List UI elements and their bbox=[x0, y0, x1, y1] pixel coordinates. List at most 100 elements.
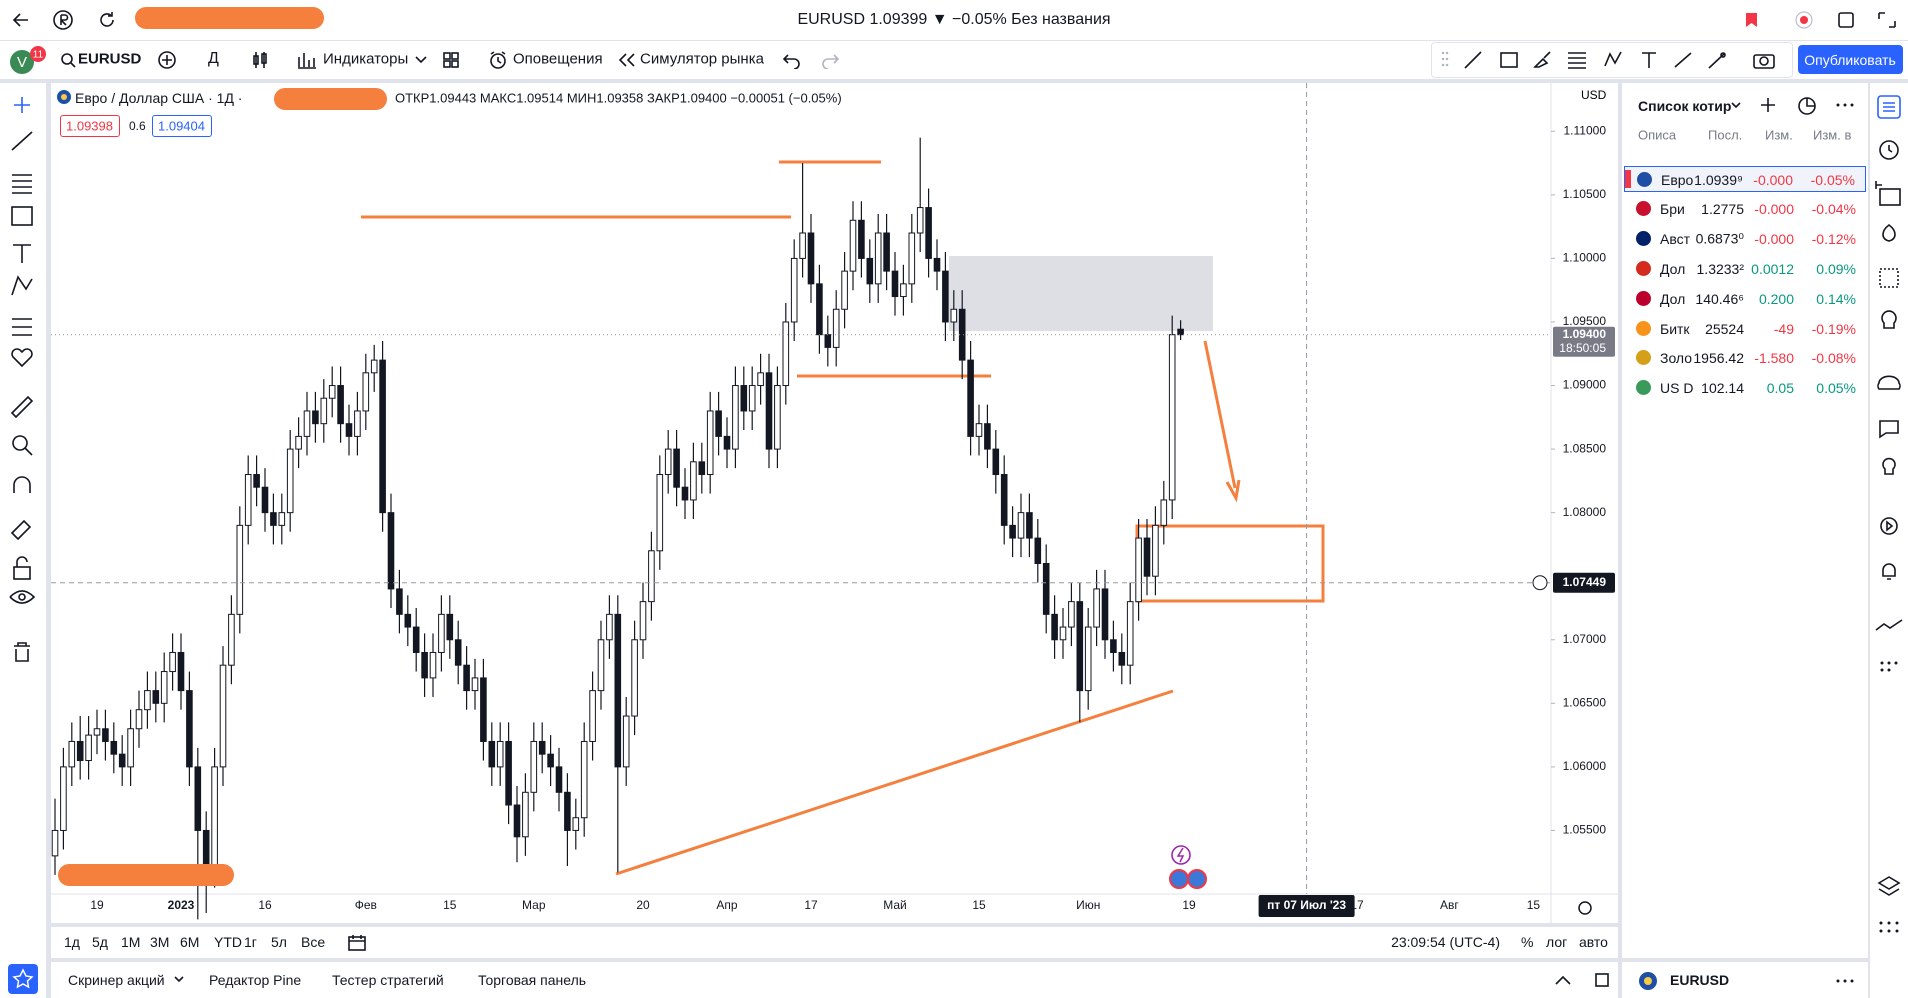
target-box[interactable] bbox=[1135, 524, 1325, 603]
bottom-tab[interactable]: Скринер акций bbox=[68, 972, 165, 988]
redo-icon[interactable] bbox=[820, 51, 840, 69]
brand-icon[interactable] bbox=[52, 9, 74, 31]
trend-line[interactable] bbox=[615, 689, 1174, 876]
symbol[interactable]: EURUSD bbox=[78, 50, 142, 68]
range-button[interactable]: 1д bbox=[64, 934, 80, 950]
legend-name[interactable]: Евро / Доллар США · 1Д · bbox=[75, 90, 243, 106]
text-tool[interactable] bbox=[1638, 49, 1660, 71]
watchlist-row[interactable]: Дол 1.3233² 0.0012 0.09% bbox=[1624, 256, 1866, 282]
log-toggle[interactable]: лог bbox=[1546, 934, 1568, 950]
candle-body bbox=[295, 435, 302, 450]
candle-body bbox=[228, 613, 235, 666]
currency-label[interactable]: USD bbox=[1581, 88, 1607, 102]
icon-part bbox=[1806, 98, 1815, 107]
rect-tool[interactable] bbox=[1498, 49, 1520, 71]
fullscreen-icon[interactable] bbox=[1876, 10, 1898, 30]
caret[interactable] bbox=[173, 975, 185, 985]
fib-tool[interactable] bbox=[1566, 49, 1588, 71]
range-button[interactable]: 5л bbox=[271, 934, 287, 950]
indicators-icon[interactable] bbox=[296, 49, 318, 71]
add-symbol-icon[interactable] bbox=[1758, 95, 1778, 115]
watchlist-row[interactable]: US D 102.14 0.05 0.05% bbox=[1624, 375, 1866, 401]
sidebar-icons[interactable] bbox=[1870, 83, 1908, 998]
candle-body bbox=[858, 219, 865, 259]
caret[interactable] bbox=[414, 54, 428, 64]
avatar[interactable]: V 11 bbox=[8, 45, 52, 77]
undo-icon[interactable] bbox=[782, 51, 802, 69]
range-button[interactable]: 1М bbox=[121, 934, 141, 950]
sell-box[interactable]: 1.09398 bbox=[60, 115, 120, 137]
zone-rect[interactable] bbox=[949, 256, 1213, 331]
watchlist-title[interactable]: Список котир bbox=[1638, 98, 1732, 114]
indicators[interactable]: Индикаторы bbox=[323, 50, 409, 68]
candle-body bbox=[690, 461, 697, 501]
back-icon[interactable] bbox=[10, 10, 32, 30]
candle-body bbox=[186, 690, 193, 768]
caret[interactable] bbox=[1730, 101, 1742, 111]
candle-body bbox=[169, 651, 176, 673]
publish-button[interactable]: Опубликовать bbox=[1798, 45, 1903, 74]
watchlist-row[interactable]: Авст 0.6873⁰ -0.000 -0.12% bbox=[1624, 226, 1866, 252]
bottom-tab[interactable]: Торговая панель bbox=[478, 972, 587, 988]
compare-icon[interactable] bbox=[156, 49, 178, 71]
range-button[interactable]: Все bbox=[301, 934, 326, 950]
pattern-tool[interactable] bbox=[1602, 49, 1624, 71]
replay-icon[interactable] bbox=[617, 51, 637, 69]
more-icon[interactable] bbox=[1834, 95, 1856, 115]
watchlist-row[interactable]: Битк 25524 -49 -0.19% bbox=[1624, 316, 1866, 342]
record-icon[interactable] bbox=[1794, 10, 1814, 30]
tool-icons[interactable] bbox=[0, 83, 46, 683]
collapse-icon[interactable] bbox=[1553, 972, 1573, 988]
candle-body bbox=[656, 474, 664, 552]
range-button[interactable]: YTD bbox=[214, 934, 242, 950]
auto-toggle[interactable]: авто bbox=[1579, 934, 1608, 950]
candle-body bbox=[740, 385, 748, 412]
interval[interactable]: Д bbox=[208, 50, 219, 67]
event-flag[interactable] bbox=[1169, 869, 1189, 889]
pie-icon[interactable] bbox=[1796, 95, 1818, 117]
measure-tool[interactable] bbox=[1672, 49, 1694, 71]
candle-body bbox=[438, 613, 445, 653]
layouts-icon[interactable] bbox=[442, 51, 460, 69]
favorites-button[interactable] bbox=[6, 962, 40, 996]
watchlist-row[interactable]: Дол 140.46⁶ 0.200 0.14% bbox=[1624, 286, 1866, 312]
ray-tool[interactable] bbox=[1706, 49, 1728, 71]
event-icon[interactable] bbox=[1171, 845, 1191, 865]
event-flag[interactable] bbox=[1187, 869, 1207, 889]
maximize-icon[interactable] bbox=[1593, 971, 1611, 989]
replay[interactable]: Симулятор рынка bbox=[640, 50, 764, 68]
range-button[interactable]: 3М bbox=[150, 934, 170, 950]
chart-style-icon[interactable] bbox=[250, 49, 270, 71]
watchlist-row[interactable]: Евро 1.0939⁹ -0.000 -0.05% bbox=[1624, 166, 1866, 192]
flag-icon[interactable] bbox=[1742, 10, 1762, 30]
more-icon[interactable] bbox=[1834, 971, 1856, 991]
settings-icon[interactable] bbox=[1578, 901, 1592, 915]
snapshot-icon[interactable] bbox=[1836, 10, 1858, 30]
trendline-tool[interactable] bbox=[1462, 49, 1484, 71]
search-icon[interactable] bbox=[60, 52, 76, 68]
range-button[interactable]: 5д bbox=[92, 934, 108, 950]
drag-handle[interactable] bbox=[1440, 49, 1450, 71]
row-name: Евро bbox=[1661, 172, 1694, 188]
arrow[interactable] bbox=[1203, 340, 1241, 503]
watchlist-row[interactable]: Бри 1.2775 -0.000 -0.04% bbox=[1624, 196, 1866, 222]
bottom-tab[interactable]: Редактор Pine bbox=[209, 972, 302, 988]
range-button[interactable]: 6М bbox=[180, 934, 200, 950]
candle-body bbox=[547, 753, 554, 768]
reload-icon[interactable] bbox=[96, 9, 118, 31]
clock[interactable]: 23:09:54 (UTC-4) bbox=[1391, 934, 1500, 950]
alerts-icon[interactable] bbox=[487, 49, 509, 71]
buy-box[interactable]: 1.09404 bbox=[152, 115, 212, 137]
icon-part bbox=[1881, 310, 1897, 329]
goto-date-icon[interactable] bbox=[346, 933, 368, 953]
candle-body bbox=[765, 372, 773, 450]
percent-toggle[interactable]: % bbox=[1521, 934, 1534, 950]
range-button[interactable]: 1г bbox=[244, 934, 257, 950]
details-symbol[interactable]: EURUSD bbox=[1670, 972, 1730, 988]
camera-icon[interactable] bbox=[1752, 49, 1776, 71]
bottom-tab[interactable]: Тестер стратегий bbox=[332, 972, 444, 988]
watchlist-row[interactable]: Золо 1956.42 -1.580 -0.08% bbox=[1624, 345, 1866, 371]
alerts[interactable]: Оповещения bbox=[513, 50, 603, 68]
candle-body bbox=[774, 385, 781, 450]
brush-tool[interactable] bbox=[1532, 49, 1554, 71]
